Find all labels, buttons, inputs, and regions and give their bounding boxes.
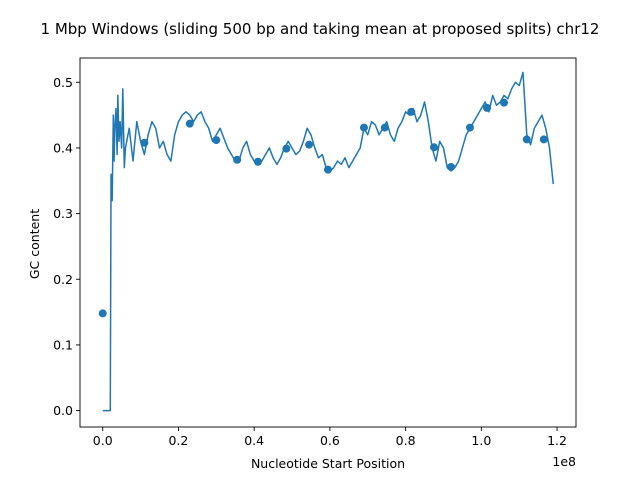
y-tick-label: 0.3 (53, 206, 73, 221)
split-point-marker (212, 136, 221, 145)
x-tick-label: 1.2 (547, 433, 567, 448)
x-tick-label: 0.6 (320, 433, 340, 448)
y-tick-label: 0.5 (53, 75, 73, 90)
split-point-marker (140, 138, 149, 147)
y-tick-label: 0.2 (53, 272, 73, 287)
axes: 0.0 0.2 0.4 0.6 0.8 1.0 1.2 0.0 0.1 0.2 0.3 0.4 0.5 (53, 57, 577, 448)
split-point-marker (233, 155, 242, 164)
split-point-marker (522, 135, 531, 144)
split-point-marker (359, 123, 368, 132)
axes-frame (79, 57, 577, 428)
x-axis-label: Nucleotide Start Position (251, 456, 405, 471)
split-point-marker (500, 98, 509, 107)
chart-title: 1 Mbp Windows (sliding 500 bp and taking… (41, 20, 600, 38)
split-point-marker (430, 143, 439, 152)
split-point-marker (98, 309, 107, 318)
split-point-marker (305, 140, 314, 149)
split-point-marker (483, 103, 492, 112)
split-point-marker (324, 165, 332, 174)
split-point-marker (380, 123, 389, 132)
y-tick-label: 0.1 (53, 337, 73, 352)
split-point-marker (407, 107, 416, 116)
split-point-marker (253, 157, 262, 166)
split-point-marker (282, 144, 291, 153)
split-point-marker (447, 162, 456, 171)
y-axis-label: GC content (27, 209, 42, 279)
x-tick-label: 0.0 (93, 433, 113, 448)
x-axis-offset-label: 1e8 (552, 454, 576, 469)
x-tick-label: 0.4 (244, 433, 264, 448)
y-tick-label: 0.0 (53, 403, 73, 418)
gc-content-line (102, 71, 555, 412)
plot-area (98, 71, 555, 412)
split-point-marker (185, 119, 194, 128)
x-tick-label: 1.0 (471, 433, 491, 448)
split-point-marker (465, 123, 474, 132)
x-tick-label: 0.2 (168, 433, 188, 448)
y-tick-label: 0.4 (53, 140, 73, 155)
split-point-marker (539, 135, 548, 144)
x-tick-label: 0.8 (396, 433, 416, 448)
